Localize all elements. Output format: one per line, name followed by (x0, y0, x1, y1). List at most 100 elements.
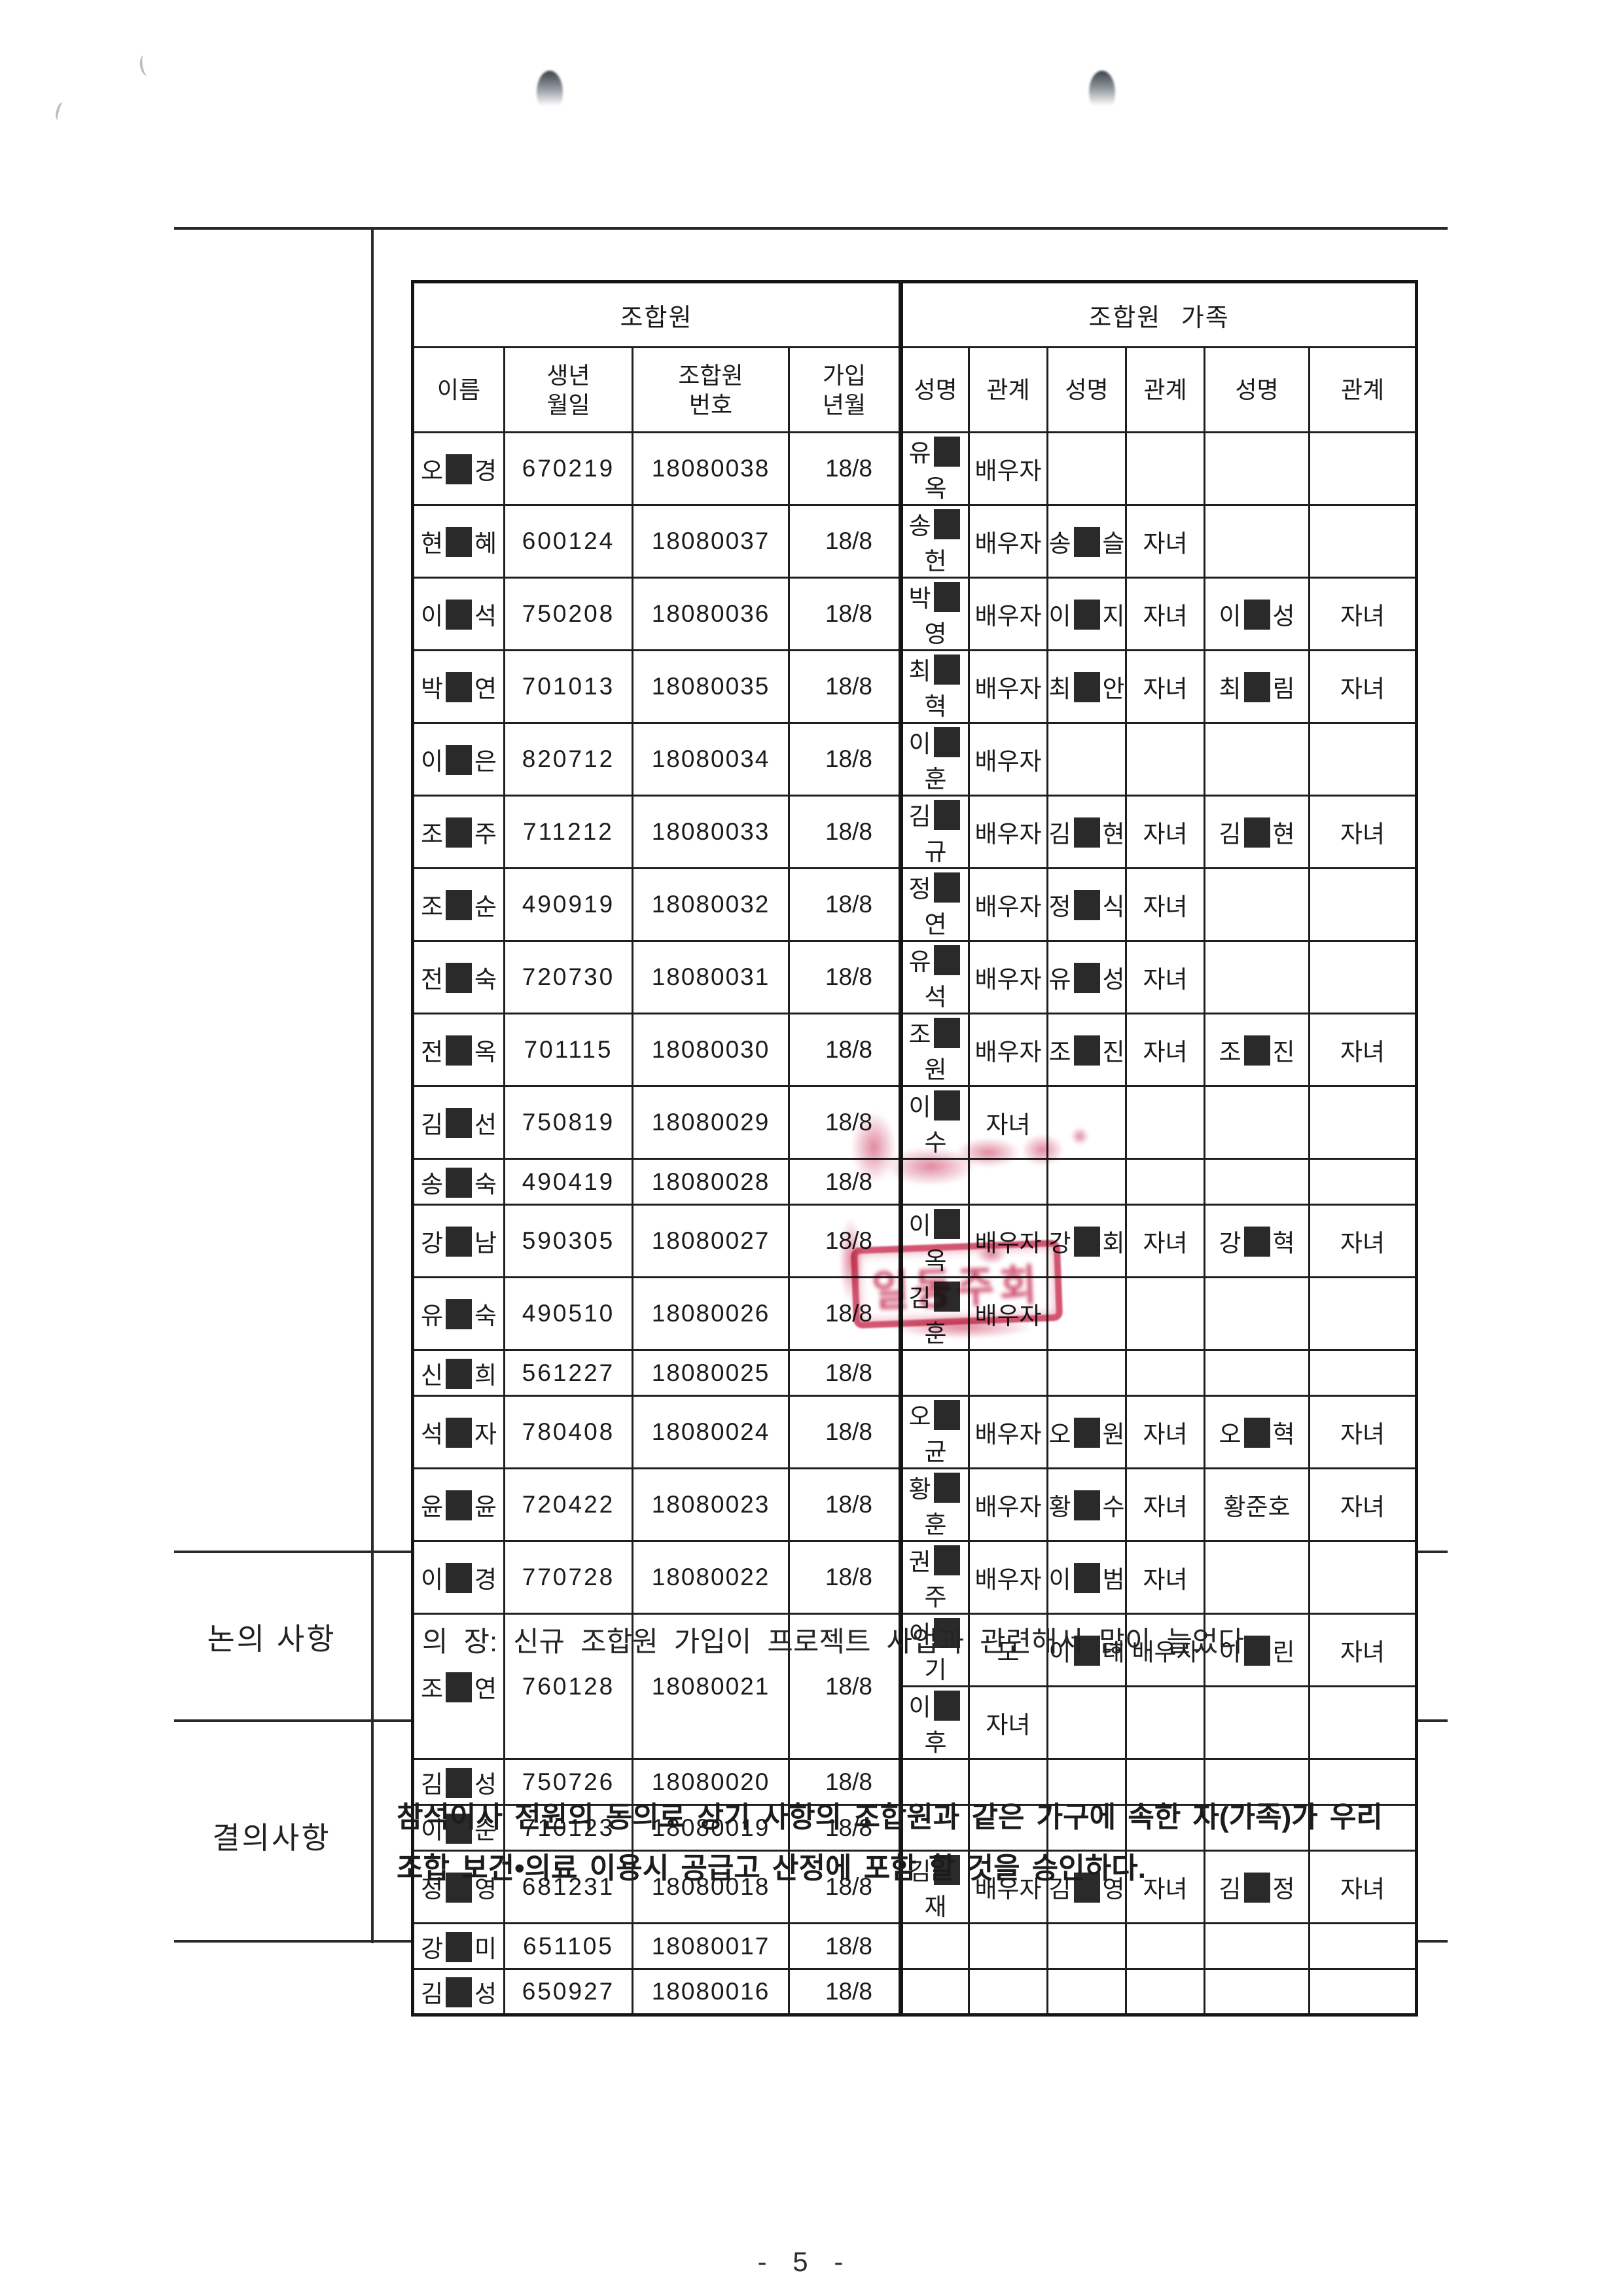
family-name-cell (1046, 1922, 1127, 1970)
family-name-cell (1204, 1804, 1310, 1852)
family-name-cell (1204, 1276, 1310, 1351)
join-cell: 18/8 (788, 1758, 903, 1806)
table-row: 현 혜 600124 18080037 18/8 송헌 배우자 송 슬 자녀 (412, 504, 1418, 579)
member-no-cell: 18080033 (632, 795, 790, 869)
family-name-cell (1204, 1158, 1310, 1206)
form-label-divider (371, 227, 374, 1943)
join-cell: 18/8 (788, 1922, 903, 1970)
family-name-cell (1204, 722, 1310, 797)
member-no-cell: 18080034 (632, 722, 790, 797)
member-group-header: 조합원 (412, 281, 903, 348)
family-name-cell: 김재 (900, 1850, 970, 1924)
table-row: 정 영 681231 18080018 18/8 김재 배우자 김 영 자녀 김 정 자녀 (412, 1850, 1418, 1924)
birth-cell: 720730 (503, 940, 633, 1014)
redaction-box (446, 1299, 472, 1329)
member-no-cell: 18080030 (632, 1013, 790, 1087)
family-relation-cell: 배우자 (1125, 1613, 1205, 1687)
redaction-box (446, 1418, 472, 1448)
family-relation-cell (1125, 1349, 1205, 1397)
redaction-box (933, 1855, 960, 1885)
join-cell: 18/8 (788, 1540, 903, 1615)
table-row: 김 성 650927 18080016 18/8 (412, 1968, 1418, 2016)
resolution-line-2: 조합 보건•의료 이용시 공급고 산정에 포함 할 것을 승인하다. (397, 1852, 1146, 1884)
column-header: 생년 월일 (503, 346, 633, 433)
family-relation-cell: 자녀 (1125, 1540, 1205, 1615)
table-row: 강 미 651105 18080017 18/8 (412, 1922, 1418, 1970)
redaction-box (446, 672, 472, 702)
table-row: 김 성 750726 18080020 18/8 (412, 1758, 1418, 1806)
family-name-cell: 송헌 (900, 504, 970, 579)
family-relation-cell: 배우자 (968, 867, 1048, 942)
family-name-cell (1046, 1758, 1127, 1806)
family-relation-cell: 배우자 (968, 1204, 1048, 1278)
redaction-box (933, 1545, 960, 1575)
redaction-box (1073, 672, 1100, 702)
column-header: 성명 (1046, 346, 1127, 433)
join-cell: 18/8 (788, 1804, 903, 1852)
column-header: 관계 (1125, 346, 1205, 433)
family-relation-cell (1308, 1922, 1418, 1970)
birth-cell: 710123 (503, 1804, 633, 1852)
join-cell: 18/8 (788, 1013, 903, 1087)
redaction-box (1073, 1490, 1100, 1520)
family-relation-cell: 배우자 (968, 1467, 1048, 1542)
table-row: 이 은 820712 18080034 18/8 이훈 배우자 (412, 722, 1418, 797)
stamp-ink-speckle (1021, 1134, 1064, 1166)
family-name-cell: 정연 (900, 867, 970, 942)
family-name-cell: 유석 (900, 940, 970, 1014)
family-name-cell (1204, 1685, 1310, 1760)
redaction-box (446, 890, 472, 920)
family-relation-cell: 배우자 (968, 940, 1048, 1014)
join-cell: 18/8 (788, 577, 903, 651)
redaction-box (933, 1090, 960, 1121)
family-relation-cell (968, 1804, 1048, 1852)
table-row: 김 선 750819 18080029 18/8 이수 자녀 (412, 1085, 1418, 1160)
redaction-box (446, 600, 472, 630)
redaction-box (446, 963, 472, 993)
discussion-section-label: 논의 사항 (207, 1622, 336, 1656)
birth-cell: 600124 (503, 504, 633, 579)
family-relation-cell: 자녀 (1125, 867, 1205, 942)
family-name-cell: 조원 (900, 1013, 970, 1087)
scan-stray-mark (54, 101, 67, 122)
redaction-box (933, 872, 960, 903)
redaction-box (933, 727, 960, 757)
table-row: 박 연 701013 18080035 18/8 최혁 배우자 최 안 자녀 최 림 자녀 (412, 649, 1418, 724)
member-no-cell: 18080017 (632, 1922, 790, 1970)
red-seal-stamp: 일동주회 (850, 1239, 1063, 1329)
family-name-cell: 최혁 (900, 649, 970, 724)
birth-cell: 750726 (503, 1758, 633, 1806)
family-relation-cell (968, 1758, 1048, 1806)
family-relation-cell: 자녀 (1308, 577, 1418, 651)
table-row: 오 경 670219 18080038 18/8 유옥 배우자 (412, 431, 1418, 506)
member-no-cell: 18080027 (632, 1204, 790, 1278)
birth-cell: 770728 (503, 1540, 633, 1615)
redaction-box (1243, 600, 1270, 630)
birth-cell: 750208 (503, 577, 633, 651)
table-row: 신 희 561227 18080025 18/8 (412, 1349, 1418, 1397)
member-no-cell: 18080028 (632, 1158, 790, 1206)
family-relation-cell (1125, 1804, 1205, 1852)
redaction-box (933, 1282, 960, 1312)
family-relation-cell: 자녀 (1308, 795, 1418, 869)
table-row: 조 순 490919 18080032 18/8 정연 배우자 정 식 자녀 (412, 867, 1418, 942)
join-cell: 18/8 (788, 1467, 903, 1542)
family-name-cell (1204, 940, 1310, 1014)
member-no-cell: 18080025 (632, 1349, 790, 1397)
